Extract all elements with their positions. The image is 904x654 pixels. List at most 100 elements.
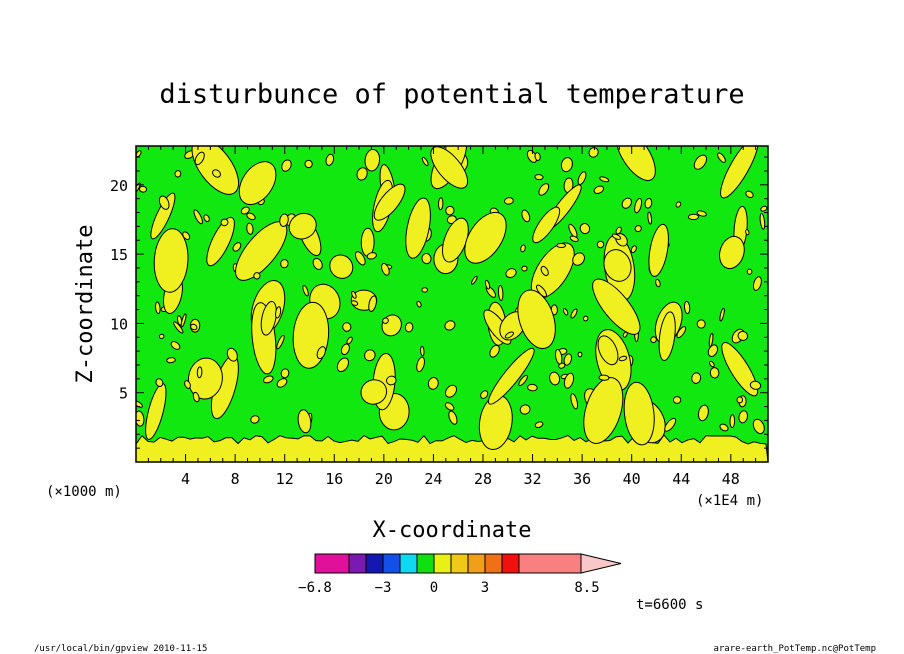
contour-region [364,148,381,172]
contour-region [416,300,422,308]
y-tick-label: 20 [110,177,128,195]
contour-region [405,197,431,259]
contour-region [382,317,389,324]
contour-region [582,315,589,322]
contour-region [297,409,312,434]
colorbar-segment [382,553,401,574]
contour-region [752,276,762,291]
contour-region [304,159,313,169]
x-tick-label: 48 [722,470,740,488]
contour-region [647,211,653,225]
contour-region [166,357,176,364]
contour-field [136,146,768,462]
contour-region [480,390,489,399]
contour-region [464,211,507,264]
contour-region [597,335,619,366]
contour-region [707,344,719,357]
colorbar-tick-label: −6.8 [298,580,332,596]
contour-region [752,418,765,435]
contour-region [444,402,455,411]
y-tick-label: 5 [119,385,128,403]
colorbar-segment [450,553,469,574]
contour-region [746,268,753,275]
contour-region [275,306,282,319]
contour-region [693,154,708,170]
contour-region [759,212,766,230]
contour-region [364,349,376,362]
contour-region [650,336,657,344]
contour-region [276,378,288,388]
contour-region [444,384,458,398]
contour-region [136,434,768,462]
colorbar-tick-labels: −6.8 −3 0 3 8.5 [298,580,600,596]
contour-region [212,169,221,178]
contour-region [697,404,709,422]
contour-region [487,347,535,405]
contour-region [366,252,377,260]
x-axis-label: X-coordinate [373,518,532,543]
contour-region [556,242,567,249]
contour-region [420,345,425,357]
contour-region [683,300,691,315]
contour-region [634,197,643,214]
colorbar-tick-label: −3 [375,580,392,596]
contour-region [170,341,181,350]
contour-region [484,279,491,290]
contour-region [342,322,352,332]
contour-region [226,347,238,362]
colorbar-segment [484,553,503,574]
contour-region [721,342,759,397]
x-tick-label: 28 [474,470,492,488]
contour-region [138,185,148,193]
contour-region [577,171,587,185]
x-tick-label: 36 [573,470,591,488]
contour-region [190,323,198,331]
contour-region [563,353,573,366]
contour-region [745,190,754,199]
contour-region [520,244,526,253]
colorbar-segment [467,553,486,574]
contour-region [302,285,309,297]
contour-region [368,295,377,312]
contour-region [386,375,397,386]
contour-region [187,357,223,400]
x-tick-label: 20 [375,470,393,488]
contour-region [615,146,656,181]
x-tick-label: 4 [181,470,190,488]
contour-region [598,374,610,381]
contour-region [176,315,183,326]
contour-region [279,213,289,227]
contour-region [416,356,425,373]
contour-region [532,206,561,244]
contour-region [630,245,637,254]
contour-region [194,151,205,166]
x-tick-label: 44 [672,470,690,488]
contour-region [246,212,256,221]
contour-region [444,320,456,331]
colorbar-segment [365,553,384,574]
contour-region [250,415,260,424]
contour-region [206,216,235,267]
contour-region [276,334,285,350]
contour-region [538,183,550,196]
contour-region [517,289,556,350]
plot-area [135,145,769,463]
contour-region [527,383,538,392]
contour-region [577,351,583,358]
contour-region [336,357,350,373]
colorbar-segment [518,553,582,574]
contour-region [246,222,254,235]
colorbar-segment [433,553,452,574]
contour-region [634,225,642,233]
x-unit-label: (×1E4 m) [696,493,763,509]
contour-region [560,157,573,173]
contour-region [184,380,191,389]
contour-region [720,146,759,199]
contour-region [288,212,317,240]
contour-region [260,300,277,336]
contour-region [534,174,544,181]
contour-region [253,272,261,280]
contour-region [504,331,514,339]
contour-region [611,233,622,240]
